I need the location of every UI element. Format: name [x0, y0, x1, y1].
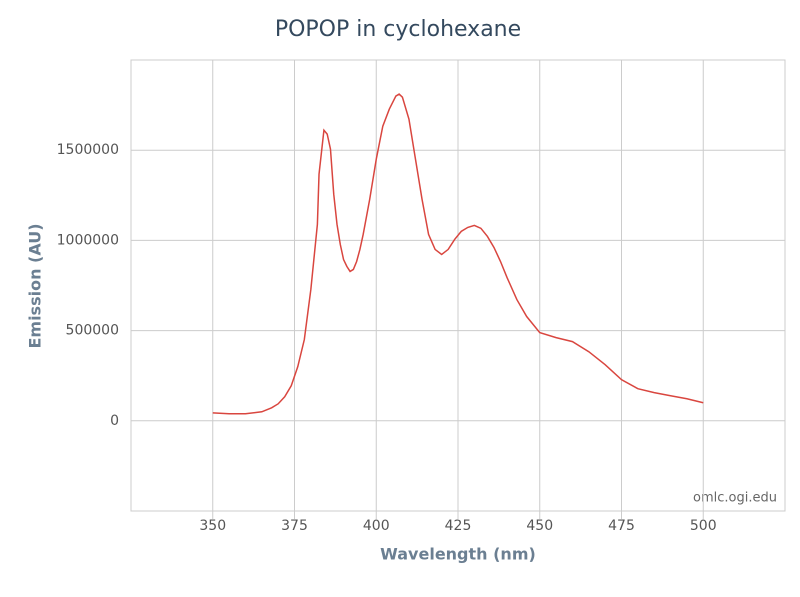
y-tick-label: 500000	[66, 323, 119, 339]
y-tick-label: 1500000	[57, 142, 119, 158]
credit: omlc.ogi.edu	[693, 491, 777, 506]
x-tick-label: 350	[199, 518, 226, 534]
x-tick-label: 475	[608, 518, 635, 534]
chart-title: POPOP in cyclohexane	[275, 17, 521, 42]
x-tick-label: 375	[281, 518, 308, 534]
x-axis-title: Wavelength (nm)	[380, 545, 536, 564]
data-line	[212, 93, 704, 415]
x-tick-label: 400	[363, 518, 390, 534]
y-tick-label: 1000000	[57, 232, 119, 248]
x-tick-label: 500	[690, 518, 717, 534]
y-axis-title: Emission (AU)	[26, 223, 45, 348]
x-tick-label: 425	[445, 518, 472, 534]
y-tick-label: 0	[110, 413, 119, 429]
x-tick-label: 450	[526, 518, 553, 534]
